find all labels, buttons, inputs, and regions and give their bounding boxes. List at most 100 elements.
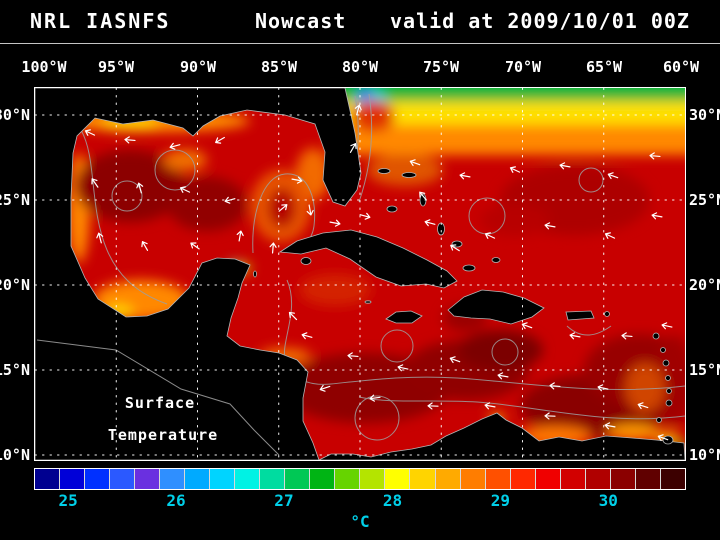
- current-arrow: [424, 219, 436, 227]
- current-arrow: [319, 384, 331, 392]
- colorbar-segment: [435, 469, 461, 489]
- colorbar-tick-label: 30: [598, 491, 618, 510]
- lat-tick-label: 20°N: [689, 276, 720, 294]
- colorbar-segment: [485, 469, 511, 489]
- islands-bahamas: [377, 168, 501, 272]
- lat-tick-label: 30°N: [0, 106, 30, 124]
- lat-tick-label: 30°N: [689, 106, 720, 124]
- current-arrow: [329, 219, 341, 227]
- current-arrow: [509, 166, 521, 173]
- current-arrow: [91, 178, 99, 188]
- current-arrow: [269, 242, 277, 254]
- title-valid-time: valid at 2009/10/01 00Z: [390, 9, 690, 33]
- lon-tick-label: 70°W: [504, 58, 542, 76]
- colorbar-segments: [35, 469, 685, 489]
- colorbar-tick-label: 28: [382, 491, 403, 510]
- colorbar-segment: [85, 469, 111, 489]
- current-arrow: [96, 232, 104, 244]
- colorbar-segment: [185, 469, 211, 489]
- lat-tick-label: 25°N: [0, 191, 30, 209]
- current-arrow: [397, 364, 409, 372]
- current-arrow: [521, 322, 533, 330]
- current-arrow: [427, 402, 439, 410]
- current-arrow: [349, 143, 357, 153]
- current-arrow: [301, 332, 313, 340]
- lat-tick-label: 10°N: [0, 446, 30, 464]
- colorbar-segment: [160, 469, 186, 489]
- pacific-coastline: [36, 339, 280, 456]
- current-arrow: [419, 191, 427, 201]
- colorbar-segment: [660, 469, 685, 489]
- lon-tick-label: 90°W: [179, 58, 217, 76]
- colorbar-tick-label: 29: [490, 491, 511, 510]
- current-arrow: [544, 412, 556, 420]
- current-arrow: [459, 172, 471, 180]
- colorbar-unit: °C: [350, 512, 370, 531]
- colorbar-segment: [60, 469, 86, 489]
- colorbar-segment: [260, 469, 286, 489]
- current-arrow: [621, 332, 633, 340]
- colorbar-segment: [510, 469, 536, 489]
- colorbar-segment: [560, 469, 586, 489]
- current-arrow: [215, 136, 225, 144]
- lat-tick-label: 25°N: [689, 191, 720, 209]
- surface-label: Surface: [125, 394, 195, 412]
- title-divider: [0, 43, 720, 44]
- current-arrow: [354, 104, 362, 116]
- current-arrow: [657, 434, 669, 442]
- current-arrow: [607, 172, 619, 180]
- title-product: Nowcast: [255, 9, 347, 33]
- sst-field-patches: [60, 88, 685, 448]
- current-arrow: [409, 159, 421, 167]
- lon-tick-label: 85°W: [260, 58, 298, 76]
- current-arrow: [169, 142, 181, 150]
- title-model: NRL IASNFS: [30, 9, 171, 33]
- lon-tick-label: 60°W: [662, 58, 700, 76]
- lat-labels-left: 30°N 25°N 20°N 15°N 10°N: [0, 0, 32, 540]
- colorbar-segment: [35, 469, 61, 489]
- current-arrow: [124, 136, 136, 144]
- lat-tick-label: 15°N: [0, 361, 30, 379]
- current-arrow: [497, 372, 509, 380]
- current-arrow: [347, 352, 359, 360]
- current-arrow: [84, 129, 96, 136]
- island-puerto-rico: [565, 310, 595, 321]
- colorbar-segment: [385, 469, 411, 489]
- current-arrow: [288, 311, 298, 321]
- current-arrow: [369, 394, 381, 402]
- island-hispaniola: [447, 289, 545, 325]
- current-arrow: [236, 230, 244, 242]
- colorbar-segment: [110, 469, 136, 489]
- current-arrow: [637, 402, 649, 410]
- current-arrow: [190, 242, 200, 250]
- colorbar-segment: [585, 469, 611, 489]
- colorbar-segment: [535, 469, 561, 489]
- colorbar-tick-label: 26: [166, 491, 186, 510]
- current-arrow: [649, 152, 661, 160]
- colorbar-segment: [335, 469, 361, 489]
- colorbar-tick-label: 27: [274, 491, 294, 510]
- lat-labels-right: 30°N 25°N 20°N 15°N 10°N: [688, 0, 720, 540]
- current-arrow: [224, 196, 236, 204]
- current-arrow: [141, 241, 149, 251]
- colorbar-segment: [610, 469, 636, 489]
- lon-tick-label: 95°W: [97, 58, 135, 76]
- map-frame: Surface Temperature: [34, 87, 686, 461]
- island-cayman: [364, 300, 372, 304]
- current-arrow: [450, 244, 460, 252]
- current-arrow: [484, 402, 496, 410]
- colorbar-segment: [360, 469, 386, 489]
- lon-labels: 100°W 95°W 90°W 85°W 80°W 75°W 70°W 65°W 60°W: [0, 58, 720, 78]
- current-arrow: [136, 182, 144, 194]
- current-arrow: [559, 162, 571, 170]
- islands-lesser-antilles: [604, 311, 674, 445]
- lon-tick-label: 75°W: [422, 58, 460, 76]
- current-arrow: [291, 176, 303, 184]
- lat-tick-label: 15°N: [689, 361, 720, 379]
- current-arrow: [549, 382, 561, 390]
- current-arrow: [651, 212, 663, 220]
- island-cozumel: [253, 270, 257, 278]
- temperature-label: Temperature: [108, 426, 218, 444]
- lat-tick-label: 20°N: [0, 276, 30, 294]
- island-isla-juventud: [300, 257, 312, 265]
